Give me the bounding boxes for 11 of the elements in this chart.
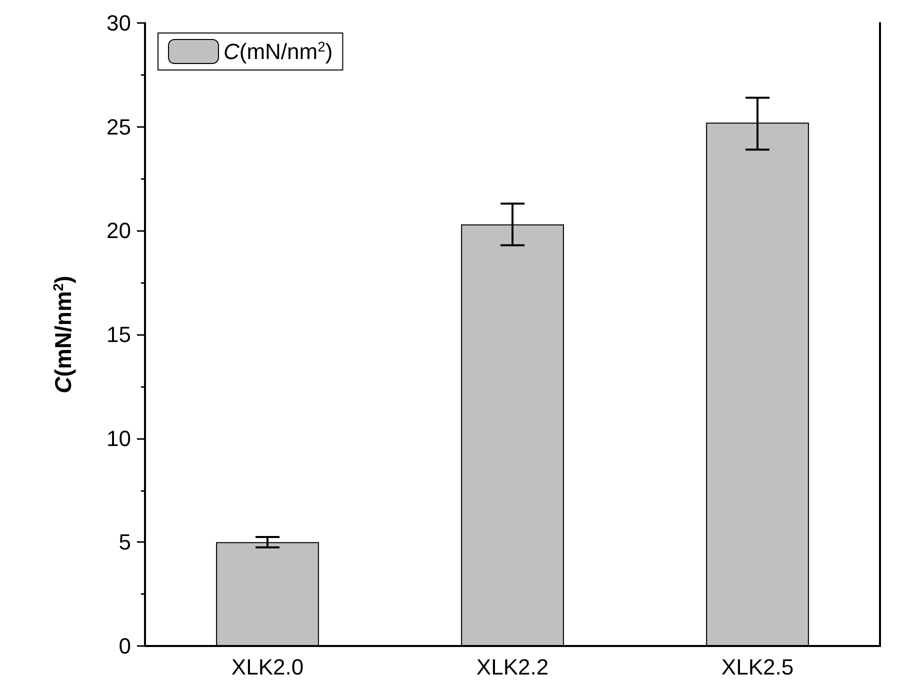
y-tick-label: 15 — [106, 322, 131, 347]
y-tick-label: 30 — [106, 10, 131, 36]
x-tick-label: XLK2.5 — [721, 654, 794, 680]
y-tick-label: 5 — [118, 530, 131, 555]
x-tick-label: XLK2.0 — [231, 654, 304, 680]
y-tick-label: 10 — [106, 426, 131, 451]
y-axis-title: C(mN/nm2) — [50, 276, 76, 394]
y-tick-label: 20 — [106, 218, 131, 244]
y-tick-label: 0 — [118, 634, 131, 658]
x-tick-label: XLK2.2 — [476, 654, 549, 680]
y-tick-label: 25 — [106, 114, 131, 140]
